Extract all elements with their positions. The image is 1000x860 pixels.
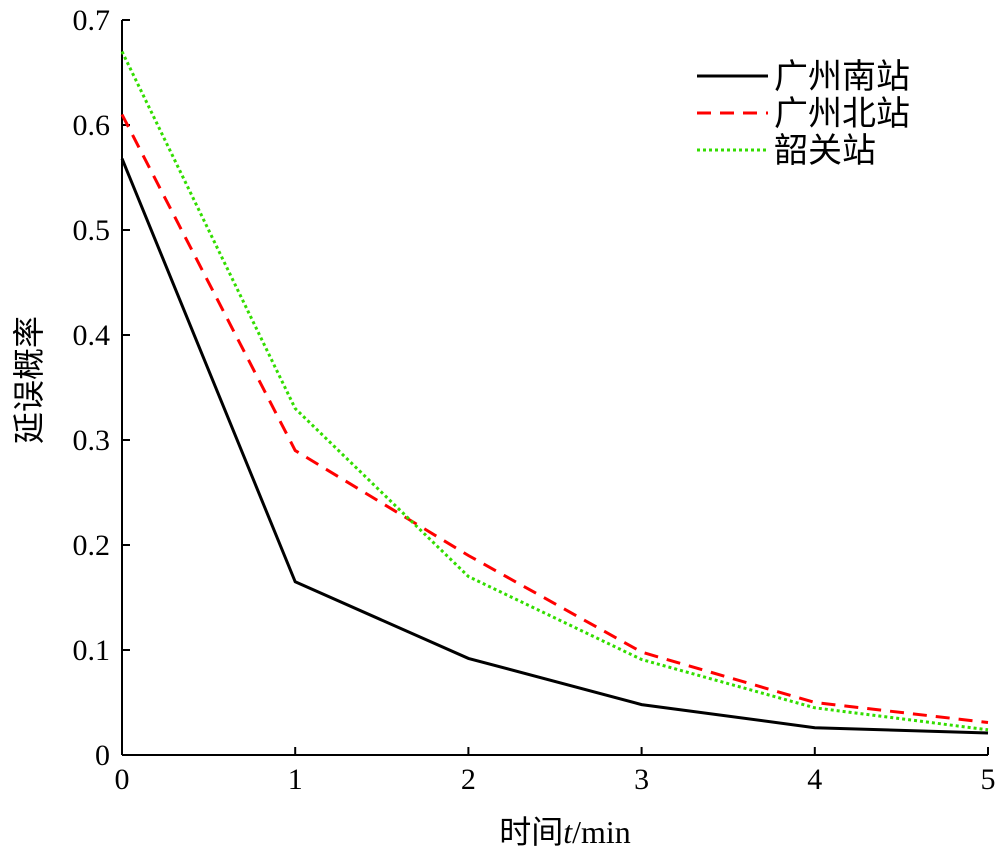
y-tick-label: 0.2 bbox=[73, 529, 111, 562]
legend-label-3: 韶关站 bbox=[774, 131, 876, 171]
x-tick-label: 2 bbox=[461, 763, 476, 796]
legend-label-2: 广州北站 bbox=[774, 94, 910, 134]
y-tick-label: 0.5 bbox=[73, 214, 111, 247]
x-tick-label: 3 bbox=[634, 763, 649, 796]
x-axis-title-prefix: 时间 bbox=[499, 813, 563, 851]
legend-label-1: 广州南站 bbox=[774, 57, 910, 97]
x-tick-label: 5 bbox=[981, 763, 996, 796]
series-line-2 bbox=[120, 113, 989, 724]
x-tick-label: 1 bbox=[288, 763, 303, 796]
y-tick-label: 0.1 bbox=[73, 634, 111, 667]
y-tick-label: 0.7 bbox=[73, 4, 111, 37]
x-axis-title: 时间t/min bbox=[499, 813, 631, 851]
series-line-3 bbox=[120, 50, 989, 732]
series-group bbox=[120, 50, 989, 735]
x-axis-title-variable: t bbox=[563, 814, 573, 850]
x-axis-title-unit: /min bbox=[572, 814, 631, 850]
y-tick-label: 0.3 bbox=[73, 424, 111, 457]
y-tick-label: 0.6 bbox=[73, 109, 111, 142]
x-tick-label: 4 bbox=[807, 763, 822, 796]
y-tick-label: 0.4 bbox=[73, 319, 111, 352]
y-tick-label: 0 bbox=[95, 739, 110, 772]
x-tick-label: 0 bbox=[115, 763, 130, 796]
series-line-1 bbox=[120, 158, 989, 735]
axes: 0 0.1 0.2 0.3 0.4 0.5 0.6 0.7 0 1 2 3 4 5 bbox=[73, 4, 996, 796]
y-axis-title: 延误概率 bbox=[10, 316, 48, 444]
